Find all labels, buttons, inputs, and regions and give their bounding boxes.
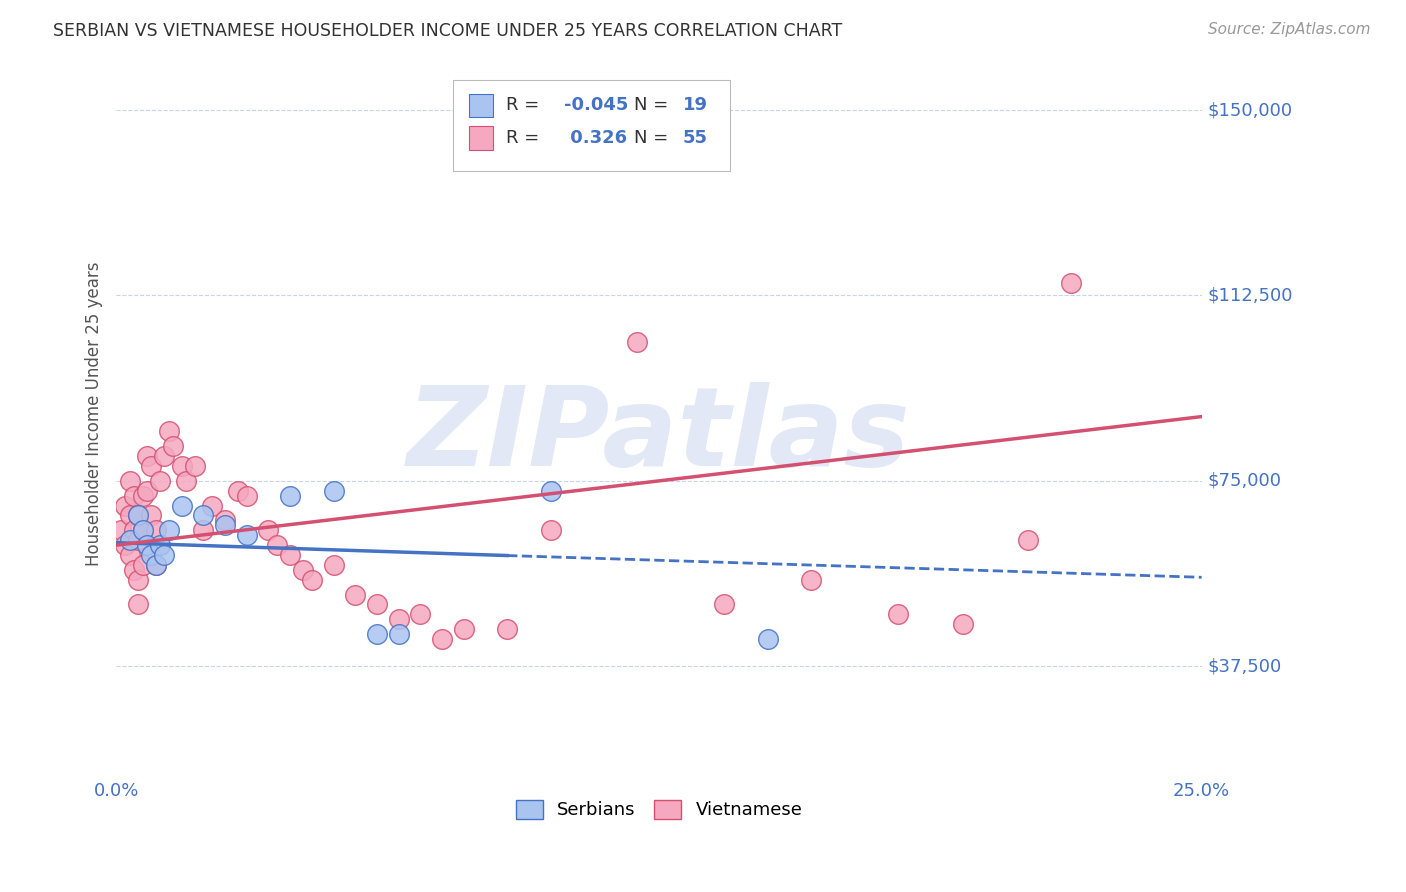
Point — [266, 538, 288, 552]
Point — [430, 632, 453, 646]
Text: ZIPatlas: ZIPatlas — [408, 383, 911, 490]
Text: Source: ZipAtlas.com: Source: ZipAtlas.com — [1208, 22, 1371, 37]
Point — [235, 489, 257, 503]
Point — [756, 632, 779, 646]
Text: $75,000: $75,000 — [1208, 472, 1281, 490]
Point — [540, 524, 562, 538]
Text: R =: R = — [506, 96, 540, 114]
Point — [214, 518, 236, 533]
FancyBboxPatch shape — [470, 127, 494, 150]
Point — [278, 489, 301, 503]
FancyBboxPatch shape — [470, 94, 494, 117]
Point — [170, 499, 193, 513]
Point — [141, 548, 163, 562]
Point — [114, 538, 136, 552]
Point — [193, 508, 215, 523]
Point — [278, 548, 301, 562]
Point — [388, 627, 411, 641]
Point — [122, 489, 145, 503]
Point — [131, 524, 153, 538]
Point — [118, 548, 141, 562]
Point — [131, 524, 153, 538]
Point — [127, 508, 149, 523]
Text: $150,000: $150,000 — [1208, 101, 1292, 119]
Point — [626, 335, 648, 350]
Point — [322, 558, 344, 572]
Point — [322, 483, 344, 498]
Point — [183, 458, 205, 473]
Text: $112,500: $112,500 — [1208, 286, 1292, 304]
Point — [145, 558, 167, 572]
Point — [122, 524, 145, 538]
Text: -0.045: -0.045 — [564, 96, 628, 114]
Point — [118, 474, 141, 488]
Point — [366, 627, 388, 641]
Point — [193, 524, 215, 538]
Point — [153, 449, 176, 463]
Point — [153, 548, 176, 562]
Point — [496, 622, 519, 636]
Point — [1060, 276, 1083, 290]
Y-axis label: Householder Income Under 25 years: Householder Income Under 25 years — [86, 262, 103, 566]
Point — [114, 499, 136, 513]
Point — [301, 573, 323, 587]
Point — [344, 588, 367, 602]
Point — [141, 508, 163, 523]
Text: R =: R = — [506, 129, 540, 147]
Point — [127, 598, 149, 612]
Point — [409, 607, 432, 622]
Point — [453, 622, 475, 636]
Point — [135, 449, 157, 463]
Point — [157, 524, 180, 538]
Point — [952, 617, 974, 632]
Point — [170, 458, 193, 473]
FancyBboxPatch shape — [453, 79, 730, 170]
Point — [214, 513, 236, 527]
Point — [122, 563, 145, 577]
Point — [257, 524, 280, 538]
Text: 0.326: 0.326 — [564, 129, 627, 147]
Point — [174, 474, 197, 488]
Point — [292, 563, 315, 577]
Point — [162, 439, 184, 453]
Point — [235, 528, 257, 542]
Point — [540, 483, 562, 498]
Point — [141, 458, 163, 473]
Point — [145, 558, 167, 572]
Point — [201, 499, 224, 513]
Point — [388, 612, 411, 626]
Point — [145, 524, 167, 538]
Point — [118, 533, 141, 548]
Point — [1017, 533, 1039, 548]
Point — [127, 533, 149, 548]
Text: N =: N = — [634, 129, 668, 147]
Point — [127, 508, 149, 523]
Text: N =: N = — [634, 96, 668, 114]
Point — [110, 524, 132, 538]
Point — [149, 474, 172, 488]
Point — [366, 598, 388, 612]
Point — [135, 538, 157, 552]
Point — [131, 558, 153, 572]
Text: 55: 55 — [683, 129, 709, 147]
Text: 19: 19 — [683, 96, 709, 114]
Point — [713, 598, 735, 612]
Point — [118, 508, 141, 523]
Text: SERBIAN VS VIETNAMESE HOUSEHOLDER INCOME UNDER 25 YEARS CORRELATION CHART: SERBIAN VS VIETNAMESE HOUSEHOLDER INCOME… — [53, 22, 842, 40]
Point — [135, 483, 157, 498]
Point — [157, 425, 180, 439]
Legend: Serbians, Vietnamese: Serbians, Vietnamese — [509, 792, 810, 827]
Point — [887, 607, 910, 622]
Point — [149, 538, 172, 552]
Point — [226, 483, 249, 498]
Point — [131, 489, 153, 503]
Point — [127, 573, 149, 587]
Point — [800, 573, 823, 587]
Text: $37,500: $37,500 — [1208, 657, 1281, 675]
